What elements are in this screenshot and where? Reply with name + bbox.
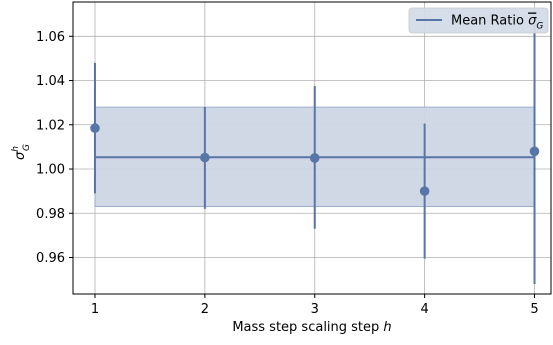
- legend-label-symbol: σ: [528, 14, 537, 29]
- plot-frame: [72, 1, 552, 295]
- x-tick-label-1: 1: [91, 302, 99, 317]
- y-tick-label-1.02: 1.02: [36, 118, 65, 133]
- x-axis-label: Mass step scaling step h: [232, 320, 391, 335]
- data-point-1: [90, 123, 100, 133]
- y-tick-label-1.04: 1.04: [36, 74, 65, 89]
- x-axis-label-text: Mass step scaling step: [232, 320, 383, 335]
- y-tick-label-1.06: 1.06: [36, 30, 65, 45]
- legend-label: Mean Ratio σG: [451, 14, 543, 32]
- x-tick-label-5: 5: [530, 302, 538, 317]
- y-axis-label-sup: h: [11, 146, 21, 152]
- data-point-4: [419, 186, 430, 196]
- legend: Mean Ratio σG: [408, 7, 549, 34]
- x-tick-label-2: 2: [201, 302, 209, 317]
- legend-label-text: Mean Ratio: [451, 14, 528, 29]
- legend-box: [408, 7, 549, 34]
- tick-layer: 1 2 3 4 5 0.96 0.98 1.00 1.02 1.04 1.06: [36, 30, 539, 317]
- x-axis-label-var: h: [383, 320, 391, 335]
- y-axis-label-symbol: σ: [13, 151, 28, 160]
- y-axis-label: σhG: [11, 144, 32, 160]
- data-points: [90, 18, 540, 285]
- x-tick-label-4: 4: [420, 302, 428, 317]
- x-tick-label-3: 3: [311, 302, 319, 317]
- data-point-5: [529, 146, 540, 157]
- y-axis-label-sub: G: [22, 144, 32, 151]
- y-tick-label-1.00: 1.00: [36, 163, 65, 178]
- data-point-2: [200, 152, 210, 163]
- y-tick-label-0.98: 0.98: [36, 207, 65, 222]
- y-tick-label-0.96: 0.96: [36, 251, 65, 266]
- legend-label-sub: G: [536, 22, 543, 32]
- data-point-3: [309, 153, 320, 163]
